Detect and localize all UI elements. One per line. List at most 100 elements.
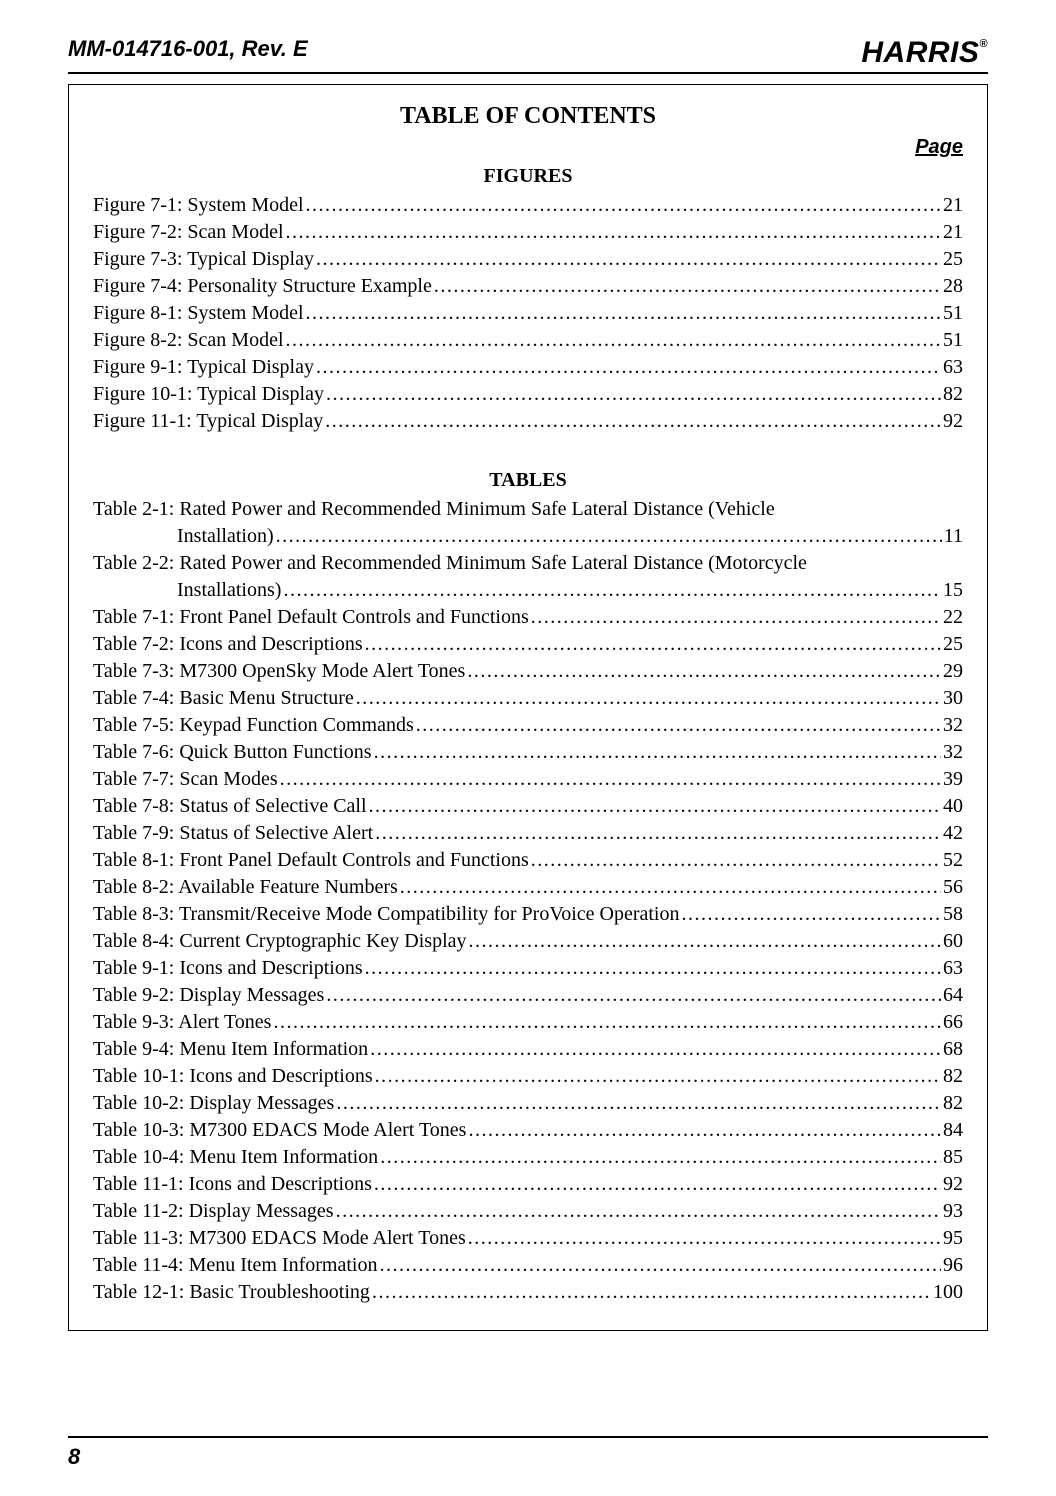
- toc-entry: Table 7-7: Scan Modes 39: [93, 766, 963, 793]
- toc-entry-page: 39: [943, 766, 963, 793]
- toc-leader-dots: [531, 604, 941, 631]
- toc-entry-label: Table 11-1: Icons and Descriptions: [93, 1171, 372, 1198]
- toc-entry: Table 10-1: Icons and Descriptions82: [93, 1063, 963, 1090]
- toc-entry-page: 21: [943, 192, 963, 219]
- toc-entry: Table 7-6: Quick Button Functions 32: [93, 739, 963, 766]
- page-number: 8: [68, 1444, 80, 1470]
- registered-mark: ®: [979, 38, 988, 50]
- toc-entry-label: Figure 11-1: Typical Display: [93, 408, 323, 435]
- toc-entry-label: Table 7-4: Basic Menu Structure: [93, 685, 354, 712]
- toc-entry: Table 11-4: Menu Item Information96: [93, 1252, 963, 1279]
- toc-entry-page: 52: [943, 847, 963, 874]
- toc-leader-dots: [336, 1198, 941, 1225]
- toc-entry: Figure 7-4: Personality Structure Exampl…: [93, 273, 963, 300]
- toc-leader-dots: [273, 1009, 941, 1036]
- toc-entry: Table 7-1: Front Panel Default Controls …: [93, 604, 963, 631]
- toc-entry-page: 66: [943, 1009, 963, 1036]
- toc-entry: Table 7-3: M7300 OpenSky Mode Alert Tone…: [93, 658, 963, 685]
- toc-entry-page: 68: [943, 1036, 963, 1063]
- toc-entry: Table 9-3: Alert Tones66: [93, 1009, 963, 1036]
- toc-leader-dots: [374, 1171, 941, 1198]
- tables-heading: TABLES: [93, 469, 963, 492]
- toc-leader-dots: [468, 1117, 941, 1144]
- toc-leader-dots: [286, 219, 941, 246]
- toc-leader-dots: [280, 766, 941, 793]
- toc-entry: Table 10-3: M7300 EDACS Mode Alert Tones…: [93, 1117, 963, 1144]
- toc-leader-dots: [286, 327, 941, 354]
- toc-entry-page: 60: [943, 928, 963, 955]
- toc-entry-label: Table 7-8: Status of Selective Call: [93, 793, 367, 820]
- toc-entry-page: 32: [943, 739, 963, 766]
- page-header: MM-014716-001, Rev. E HARRIS®: [68, 36, 988, 70]
- toc-entry-label: Figure 8-1: System Model: [93, 300, 304, 327]
- logo-text: HARRIS: [861, 36, 979, 69]
- toc-entry-label: Figure 8-2: Scan Model: [93, 327, 284, 354]
- toc-entry: Figure 10-1: Typical Display82: [93, 381, 963, 408]
- toc-entry-label: Table 11-2: Display Messages: [93, 1198, 334, 1225]
- toc-entry-page: 84: [943, 1117, 963, 1144]
- toc-entry-page: 28: [943, 273, 963, 300]
- brand-logo: HARRIS®: [861, 36, 988, 70]
- toc-leader-dots: [326, 982, 941, 1009]
- toc-entry: Table 8-3: Transmit/Receive Mode Compati…: [93, 901, 963, 928]
- toc-leader-dots: [375, 820, 941, 847]
- toc-entry-label: Table 7-6: Quick Button Functions: [93, 739, 372, 766]
- toc-entry-page: 92: [943, 1171, 963, 1198]
- toc-entry-label: Figure 7-1: System Model: [93, 192, 304, 219]
- toc-leader-dots: [325, 408, 941, 435]
- toc-leader-dots: [374, 739, 941, 766]
- toc-entry: Table 9-2: Display Messages 64: [93, 982, 963, 1009]
- toc-entry: Table 7-5: Keypad Function Commands32: [93, 712, 963, 739]
- toc-entry-page: 15: [943, 577, 963, 604]
- toc-entry: Table 10-4: Menu Item Information85: [93, 1144, 963, 1171]
- toc-entry: Figure 9-1: Typical Display63: [93, 354, 963, 381]
- toc-entry-page: 63: [943, 955, 963, 982]
- toc-entry-page: 51: [943, 300, 963, 327]
- toc-leader-dots: [369, 793, 941, 820]
- footer-rule: [68, 1436, 988, 1438]
- toc-entry-label: Table 9-4: Menu Item Information: [93, 1036, 368, 1063]
- toc-entry-page: 64: [943, 982, 963, 1009]
- toc-leader-dots: [434, 273, 941, 300]
- toc-leader-dots: [356, 685, 941, 712]
- toc-entry-label: Table 10-3: M7300 EDACS Mode Alert Tones: [93, 1117, 466, 1144]
- toc-leader-dots: [468, 1225, 941, 1252]
- toc-leader-dots: [380, 1144, 941, 1171]
- toc-leader-dots: [681, 901, 941, 928]
- toc-entry-page: 92: [943, 408, 963, 435]
- toc-leader-dots: [306, 192, 941, 219]
- toc-entry-page: 96: [943, 1252, 963, 1279]
- toc-leader-dots: [283, 577, 941, 604]
- toc-entry-label: Table 9-1: Icons and Descriptions: [93, 955, 363, 982]
- toc-entry-label: Table 7-1: Front Panel Default Controls …: [93, 604, 529, 631]
- toc-entry-label: Table 8-4: Current Cryptographic Key Dis…: [93, 928, 467, 955]
- toc-entry: Table 9-1: Icons and Descriptions 63: [93, 955, 963, 982]
- toc-entry-label-line2: Installations): [177, 577, 281, 604]
- toc-entry-page: 21: [943, 219, 963, 246]
- toc-entry-page: 30: [943, 685, 963, 712]
- toc-entry-line2: Installation)11: [93, 523, 963, 550]
- toc-entry-line2: Installations) 15: [93, 577, 963, 604]
- toc-entry-label-line1: Table 2-2: Rated Power and Recommended M…: [93, 550, 963, 577]
- toc-entry-multiline: Table 2-1: Rated Power and Recommended M…: [93, 496, 963, 550]
- toc-leader-dots: [365, 631, 941, 658]
- toc-entry-label: Figure 7-2: Scan Model: [93, 219, 284, 246]
- toc-entry-label-line2: Installation): [177, 523, 274, 550]
- toc-leader-dots: [365, 955, 941, 982]
- toc-entry-multiline: Table 2-2: Rated Power and Recommended M…: [93, 550, 963, 604]
- toc-entry-page: 51: [943, 327, 963, 354]
- toc-entry-label: Table 9-2: Display Messages: [93, 982, 324, 1009]
- toc-entry: Table 7-2: Icons and Descriptions25: [93, 631, 963, 658]
- toc-entry-label: Table 7-7: Scan Modes: [93, 766, 278, 793]
- toc-entry-page: 95: [943, 1225, 963, 1252]
- toc-entry: Table 7-9: Status of Selective Alert42: [93, 820, 963, 847]
- toc-entry-label: Table 8-1: Front Panel Default Controls …: [93, 847, 529, 874]
- toc-entry-page: 82: [943, 381, 963, 408]
- toc-title: TABLE OF CONTENTS: [93, 103, 963, 130]
- toc-entry-label: Table 8-2: Available Feature Numbers: [93, 874, 398, 901]
- figures-heading: FIGURES: [93, 165, 963, 188]
- toc-entry-page: 40: [943, 793, 963, 820]
- toc-entry: Table 11-1: Icons and Descriptions 92: [93, 1171, 963, 1198]
- toc-entry-label: Table 10-1: Icons and Descriptions: [93, 1063, 373, 1090]
- content-box: TABLE OF CONTENTS Page FIGURES Figure 7-…: [68, 84, 988, 1331]
